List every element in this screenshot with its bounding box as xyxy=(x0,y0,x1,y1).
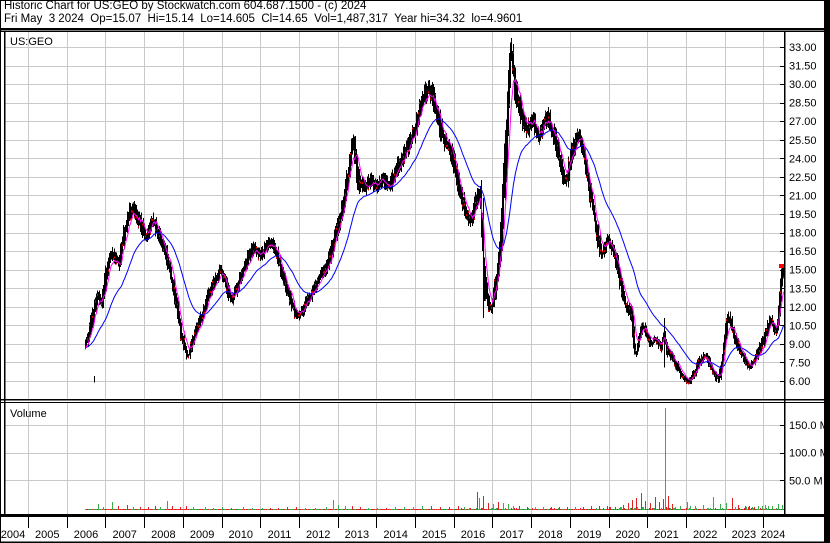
price-axis-label: 6.00 xyxy=(789,376,810,388)
volume-axis-label: 150.0 M xyxy=(789,420,829,432)
year-axis-label: 2024 xyxy=(761,529,785,541)
year-axis-label: 2015 xyxy=(422,529,446,541)
quote-summary-line: Fri May 3 2024 Op=15.07 Hi=15.14 Lo=14.6… xyxy=(4,13,523,25)
slow-moving-average-line xyxy=(85,118,784,369)
year-axis-label: 2010 xyxy=(229,529,253,541)
volume-axis-label: 50.0 M xyxy=(789,475,823,487)
year-axis-label: 2020 xyxy=(616,529,640,541)
price-axis-label: 28.50 xyxy=(789,98,817,110)
price-axis-label: 12.00 xyxy=(789,302,817,314)
year-axis-label: 2018 xyxy=(538,529,562,541)
symbol-label: US:GEO xyxy=(10,36,53,48)
price-axis-label: 10.50 xyxy=(789,320,817,332)
year-axis-label: 2022 xyxy=(693,529,717,541)
price-axis-label: 31.50 xyxy=(789,61,817,73)
price-axis-label: 27.00 xyxy=(789,116,817,128)
volume-axis-label: 100.0 M xyxy=(789,448,829,460)
year-axis-label: 2014 xyxy=(383,529,407,541)
price-axis-label: 13.50 xyxy=(789,283,817,295)
price-axis-label: 16.50 xyxy=(789,246,817,258)
fast-moving-average-line xyxy=(85,77,784,381)
year-axis-label: 2004 xyxy=(1,529,25,541)
volume-bars xyxy=(85,408,784,510)
price-axis-label: 33.00 xyxy=(789,42,817,54)
year-axis-label: 2023 xyxy=(732,529,756,541)
chart-title: Historic Chart for US:GEO by Stockwatch.… xyxy=(4,0,367,12)
year-axis-label: 2017 xyxy=(499,529,523,541)
year-axis-label: 2016 xyxy=(461,529,485,541)
price-axis-label: 24.00 xyxy=(789,153,817,165)
price-axis-label: 25.50 xyxy=(789,135,817,147)
price-axis-label: 7.50 xyxy=(789,357,810,369)
year-axis-label: 2021 xyxy=(654,529,678,541)
year-axis-label: 2009 xyxy=(190,529,214,541)
year-axis-label: 2005 xyxy=(35,529,59,541)
price-axis-label: 18.00 xyxy=(789,228,817,240)
last-price-axis-marker xyxy=(779,264,784,268)
price-axis-label: 21.00 xyxy=(789,190,817,202)
volume-panel-label: Volume xyxy=(10,408,47,420)
year-axis-label: 2013 xyxy=(345,529,369,541)
year-axis-label: 2008 xyxy=(151,529,175,541)
price-axis-label: 9.00 xyxy=(789,339,810,351)
year-axis-label: 2011 xyxy=(268,529,292,541)
price-axis-label: 30.00 xyxy=(789,79,817,91)
year-axis-label: 2007 xyxy=(112,529,136,541)
price-axis-label: 22.50 xyxy=(789,172,817,184)
year-axis-label: 2006 xyxy=(74,529,98,541)
year-axis-label: 2019 xyxy=(577,529,601,541)
year-axis-label: 2012 xyxy=(306,529,330,541)
price-axis-label: 19.50 xyxy=(789,209,817,221)
price-axis-label: 15.00 xyxy=(789,265,817,277)
